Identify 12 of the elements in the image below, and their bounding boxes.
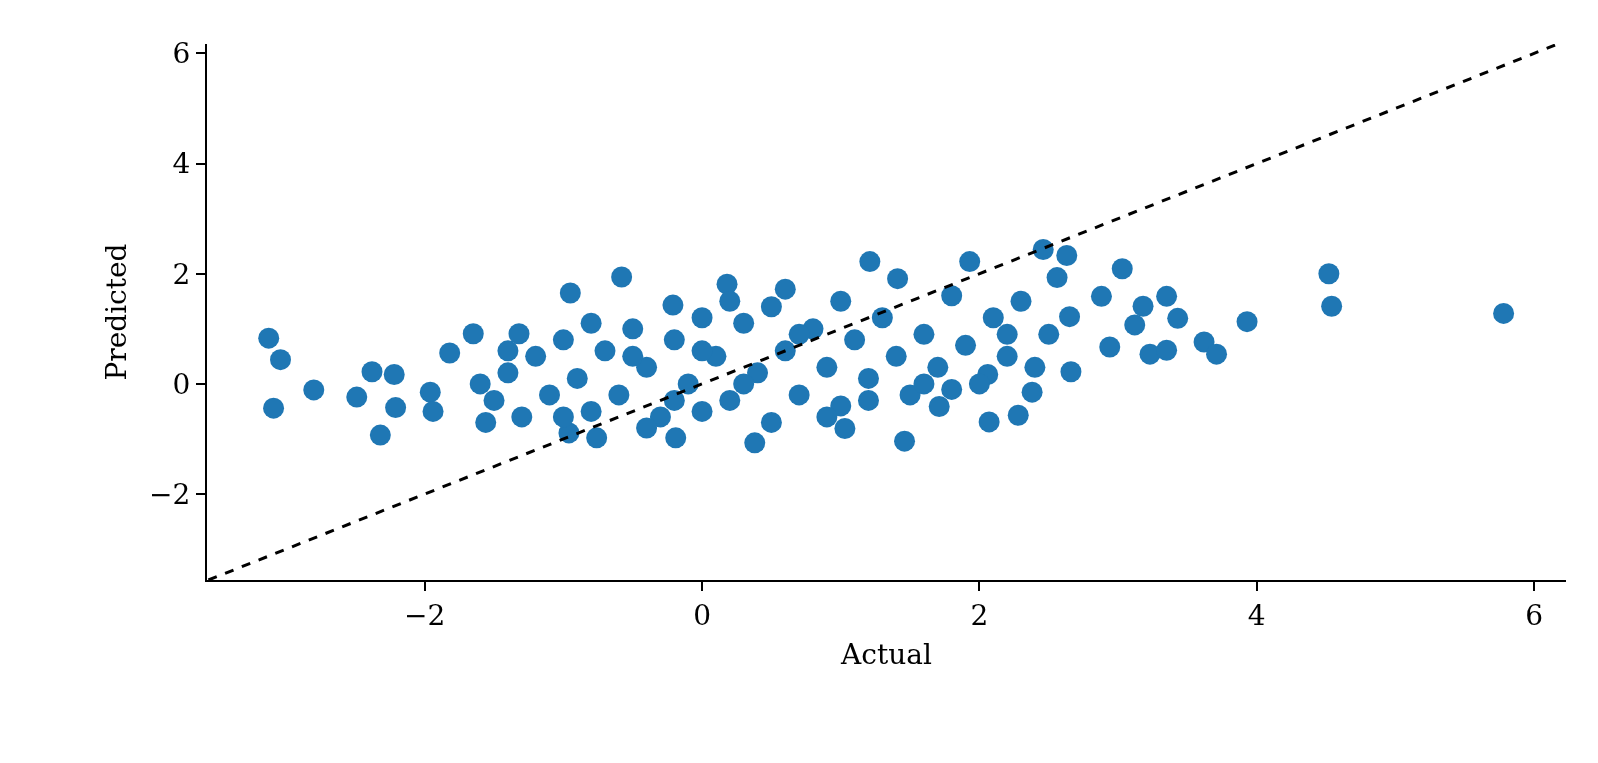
x-tick-label: 4 bbox=[1247, 598, 1266, 632]
x-tick-label: −2 bbox=[404, 598, 446, 632]
x-tick-label: 6 bbox=[1525, 598, 1544, 632]
y-tick-label: −2 bbox=[149, 477, 191, 511]
y-tick-label: 4 bbox=[172, 147, 191, 181]
y-tick-label: 2 bbox=[172, 257, 191, 291]
y-axis-title: Predicted bbox=[100, 243, 134, 381]
y-tick-label: 6 bbox=[172, 37, 191, 71]
y-tick-label: 0 bbox=[172, 367, 191, 401]
x-tick-label: 0 bbox=[693, 598, 711, 632]
x-axis-title: Actual bbox=[840, 638, 932, 672]
x-tick-label: 2 bbox=[970, 598, 989, 632]
